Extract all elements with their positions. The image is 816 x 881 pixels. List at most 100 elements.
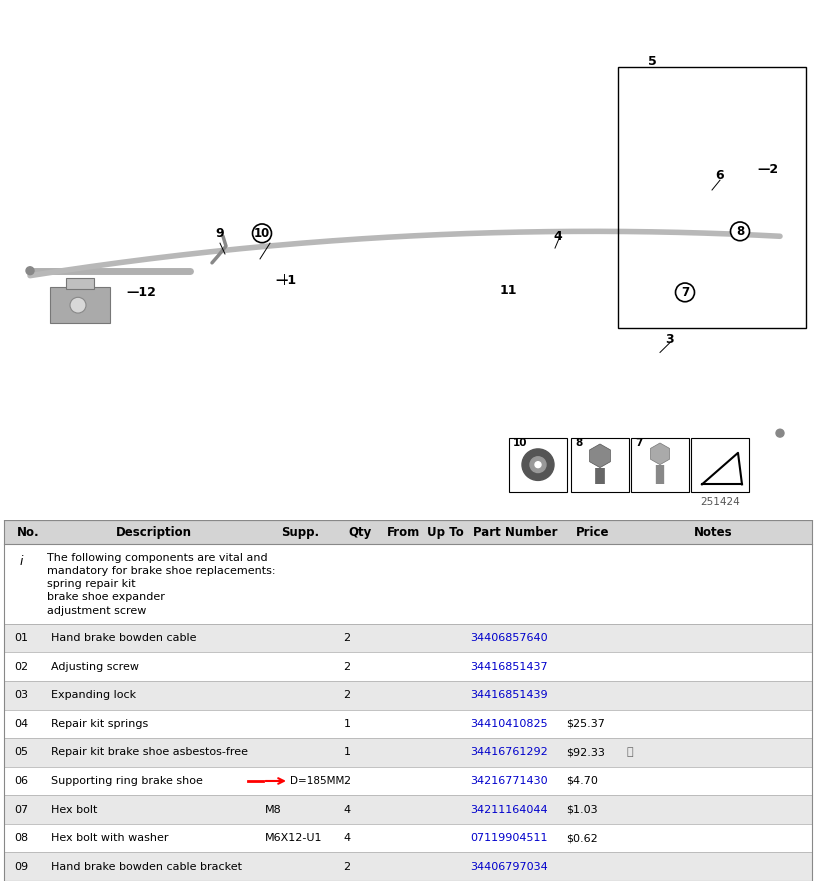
Text: No.: No.: [17, 526, 40, 538]
Bar: [4, 709, 812, 738]
Text: Hand brake bowden cable: Hand brake bowden cable: [51, 633, 196, 643]
Text: 6: 6: [715, 169, 724, 181]
Text: Supporting ring brake shoe: Supporting ring brake shoe: [51, 776, 202, 786]
Text: From: From: [387, 526, 419, 538]
Text: 4: 4: [553, 230, 561, 243]
Text: Hand brake bowden cable bracket: Hand brake bowden cable bracket: [51, 862, 242, 871]
Text: Repair kit brake shoe asbestos-free: Repair kit brake shoe asbestos-free: [51, 747, 247, 758]
Circle shape: [252, 224, 272, 242]
Text: 2: 2: [344, 862, 351, 871]
Text: 3: 3: [665, 333, 674, 346]
Text: mandatory for brake shoe replacements:: mandatory for brake shoe replacements:: [47, 566, 276, 576]
Text: 2: 2: [344, 662, 351, 671]
Text: 5: 5: [648, 55, 657, 68]
Text: Qty: Qty: [348, 526, 372, 538]
Text: 09: 09: [15, 862, 29, 871]
Bar: [4, 796, 812, 824]
Circle shape: [522, 449, 554, 480]
Text: 251424: 251424: [700, 497, 740, 507]
Text: Description: Description: [116, 526, 193, 538]
Bar: [4, 853, 812, 881]
Text: —1: —1: [275, 274, 296, 287]
Bar: [4, 544, 812, 624]
Text: 34406797034: 34406797034: [470, 862, 548, 871]
Bar: [4, 766, 812, 796]
Text: 34406857640: 34406857640: [470, 633, 548, 643]
Text: 8: 8: [736, 225, 744, 238]
Text: $4.70: $4.70: [566, 776, 598, 786]
Text: 06: 06: [15, 776, 29, 786]
Text: i: i: [20, 555, 23, 568]
Text: 07119904511: 07119904511: [470, 833, 548, 843]
Text: 34216771430: 34216771430: [470, 776, 548, 786]
Bar: [509, 438, 567, 492]
Bar: [571, 438, 629, 492]
Text: —12: —12: [126, 285, 156, 299]
Text: ⛓: ⛓: [627, 747, 633, 758]
Bar: [4, 653, 812, 681]
Bar: [4, 824, 812, 853]
Bar: [631, 438, 689, 492]
Text: 1: 1: [344, 719, 351, 729]
Text: D=185MM: D=185MM: [290, 776, 345, 786]
Circle shape: [676, 283, 694, 301]
Text: brake shoe expander: brake shoe expander: [47, 592, 165, 603]
Text: 34416851437: 34416851437: [470, 662, 548, 671]
Circle shape: [535, 462, 541, 468]
Text: 4: 4: [344, 833, 351, 843]
Bar: [66, 278, 94, 290]
Bar: [4, 738, 812, 766]
Circle shape: [730, 222, 750, 241]
Circle shape: [70, 297, 86, 313]
Text: 2: 2: [344, 690, 351, 700]
Text: M8: M8: [264, 804, 282, 815]
Text: Expanding lock: Expanding lock: [51, 690, 135, 700]
Text: 03: 03: [15, 690, 29, 700]
Text: Hex bolt: Hex bolt: [51, 804, 97, 815]
Text: $0.62: $0.62: [566, 833, 598, 843]
Bar: [618, 67, 806, 328]
Text: 2: 2: [344, 776, 351, 786]
Text: 9: 9: [215, 226, 224, 240]
Text: The following components are vital and: The following components are vital and: [47, 552, 268, 563]
Circle shape: [776, 429, 784, 437]
Text: 07: 07: [15, 804, 29, 815]
Text: 4: 4: [344, 804, 351, 815]
Text: 10: 10: [254, 226, 270, 240]
Text: 11: 11: [500, 284, 517, 297]
Text: 34416851439: 34416851439: [470, 690, 548, 700]
Text: $92.33: $92.33: [566, 747, 605, 758]
Bar: [4, 624, 812, 653]
Text: 08: 08: [15, 833, 29, 843]
Text: $1.03: $1.03: [566, 804, 598, 815]
Circle shape: [530, 456, 546, 472]
Text: 7: 7: [635, 438, 642, 448]
Bar: [691, 438, 749, 492]
Text: spring repair kit: spring repair kit: [47, 579, 136, 589]
Circle shape: [26, 267, 34, 275]
Text: Up To: Up To: [427, 526, 464, 538]
Text: 02: 02: [15, 662, 29, 671]
Text: 01: 01: [15, 633, 29, 643]
Text: 04: 04: [15, 719, 29, 729]
Text: adjustment screw: adjustment screw: [47, 605, 147, 616]
Text: 2: 2: [344, 633, 351, 643]
Text: 34211164044: 34211164044: [470, 804, 548, 815]
Text: Adjusting screw: Adjusting screw: [51, 662, 139, 671]
Text: 34410410825: 34410410825: [470, 719, 548, 729]
Text: 7: 7: [681, 285, 689, 299]
Text: 8: 8: [575, 438, 583, 448]
Text: Price: Price: [575, 526, 610, 538]
Text: 10: 10: [513, 438, 527, 448]
Bar: [50, 287, 110, 323]
Text: Notes: Notes: [694, 526, 732, 538]
Text: 1: 1: [344, 747, 351, 758]
Text: M6X12-U1: M6X12-U1: [264, 833, 322, 843]
Text: Repair kit springs: Repair kit springs: [51, 719, 148, 729]
Text: —2: —2: [757, 163, 778, 176]
Bar: [4, 520, 812, 544]
Text: Part Number: Part Number: [472, 526, 557, 538]
Text: Hex bolt with washer: Hex bolt with washer: [51, 833, 168, 843]
Text: Supp.: Supp.: [281, 526, 319, 538]
Text: 05: 05: [15, 747, 29, 758]
